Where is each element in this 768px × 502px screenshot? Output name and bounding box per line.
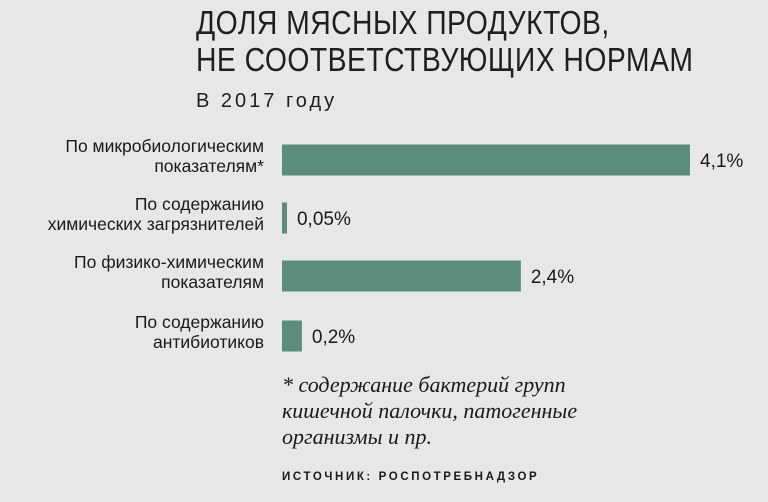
value-label-2: 0,05% bbox=[297, 209, 351, 230]
category-label-4-line-2: антибиотиков bbox=[153, 332, 264, 352]
category-label-3-line-2: показателям bbox=[161, 272, 264, 292]
chart-title: ДОЛЯ МЯСНЫХ ПРОДУКТОВ, НЕ СООТВЕТСТВУЮЩИ… bbox=[196, 4, 693, 78]
value-label-4: 0,2% bbox=[312, 327, 355, 348]
category-label-2-line-1: По содержанию bbox=[135, 194, 264, 214]
category-label-1-line-1: По микробиологическим bbox=[65, 136, 264, 156]
value-label-3: 2,4% bbox=[531, 267, 574, 288]
footnote: * содержание бактерий групп кишечной пал… bbox=[282, 372, 752, 450]
chart-title-line-2: НЕ СООТВЕТСТВУЮЩИХ НОРМАМ bbox=[196, 41, 694, 78]
category-label-4-line-1: По содержанию bbox=[135, 312, 264, 332]
bar-4 bbox=[282, 320, 302, 352]
bar-1 bbox=[282, 144, 690, 176]
category-label-3-line-1: По физико-химическим bbox=[74, 252, 264, 272]
footnote-line-3: организмы и пр. bbox=[282, 424, 432, 449]
chart-subtitle: В 2017 году bbox=[196, 90, 338, 112]
footnote-line-2: кишечной палочки, патогенные bbox=[282, 398, 578, 423]
category-label-1-line-2: показателям* bbox=[154, 156, 264, 176]
value-label-1: 4,1% bbox=[700, 151, 743, 172]
source-credit: ИСТОЧНИК: РОСПОТРЕБНАДЗОР bbox=[282, 471, 540, 483]
category-label-2-line-2: химических загрязнителей bbox=[48, 214, 264, 234]
footnote-line-1: * содержание бактерий групп bbox=[282, 372, 566, 397]
bar-3 bbox=[282, 260, 521, 292]
bar-2 bbox=[282, 202, 287, 234]
chart-title-line-1: ДОЛЯ МЯСНЫХ ПРОДУКТОВ, bbox=[196, 4, 610, 41]
